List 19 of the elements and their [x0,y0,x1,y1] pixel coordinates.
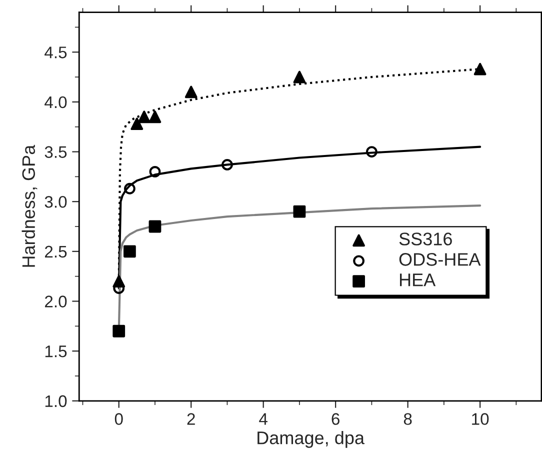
y-tick-label: 2.5 [45,246,67,258]
y-tick-label: 1.0 [45,395,67,408]
y-tick-label: 3.0 [44,196,67,208]
x-tick-label: 6 [332,413,340,425]
legend-label: ODS-HEA [399,253,481,266]
y-tick-label: 4.0 [44,96,67,108]
x-tick-label: 0 [114,413,123,425]
y-tick-label: 1.5 [45,346,67,358]
legend-label: SS316 [399,232,452,246]
y-tick-label: 2.0 [45,296,67,308]
x-tick-label: 4 [259,413,268,425]
y-tick-label: 3.5 [44,146,67,158]
legend-label: HEA [400,274,436,286]
x-axis-title: Damage, dpa [258,431,364,448]
x-tick-label: 8 [404,413,412,425]
x-tick-label: 10 [472,413,489,425]
y-tick-label: 4.5 [44,46,67,58]
y-axis-title: Hardness, GPa [22,144,38,267]
x-tick-label: 2 [187,413,195,425]
